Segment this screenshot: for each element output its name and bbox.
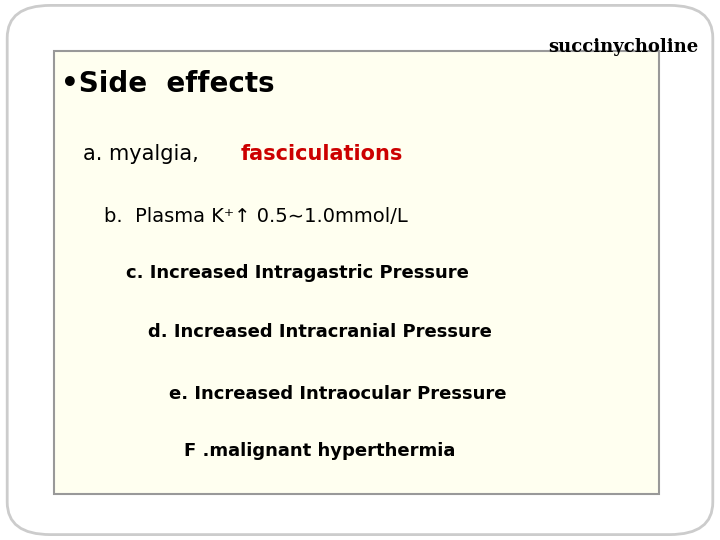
Text: d. Increased Intracranial Pressure: d. Increased Intracranial Pressure [148, 323, 492, 341]
Text: a. myalgia,: a. myalgia, [83, 144, 205, 164]
Text: e. Increased Intraocular Pressure: e. Increased Intraocular Pressure [169, 385, 507, 403]
Text: c. Increased Intragastric Pressure: c. Increased Intragastric Pressure [126, 264, 469, 282]
FancyBboxPatch shape [7, 5, 713, 535]
FancyBboxPatch shape [54, 51, 659, 494]
Text: succinycholine: succinycholine [548, 38, 698, 56]
Text: F .malignant hyperthermia: F .malignant hyperthermia [184, 442, 455, 460]
Text: •Side  effects: •Side effects [61, 70, 275, 98]
Text: b.  Plasma K⁺↑ 0.5∼1.0mmol/L: b. Plasma K⁺↑ 0.5∼1.0mmol/L [104, 206, 408, 226]
Text: fasciculations: fasciculations [240, 144, 403, 164]
